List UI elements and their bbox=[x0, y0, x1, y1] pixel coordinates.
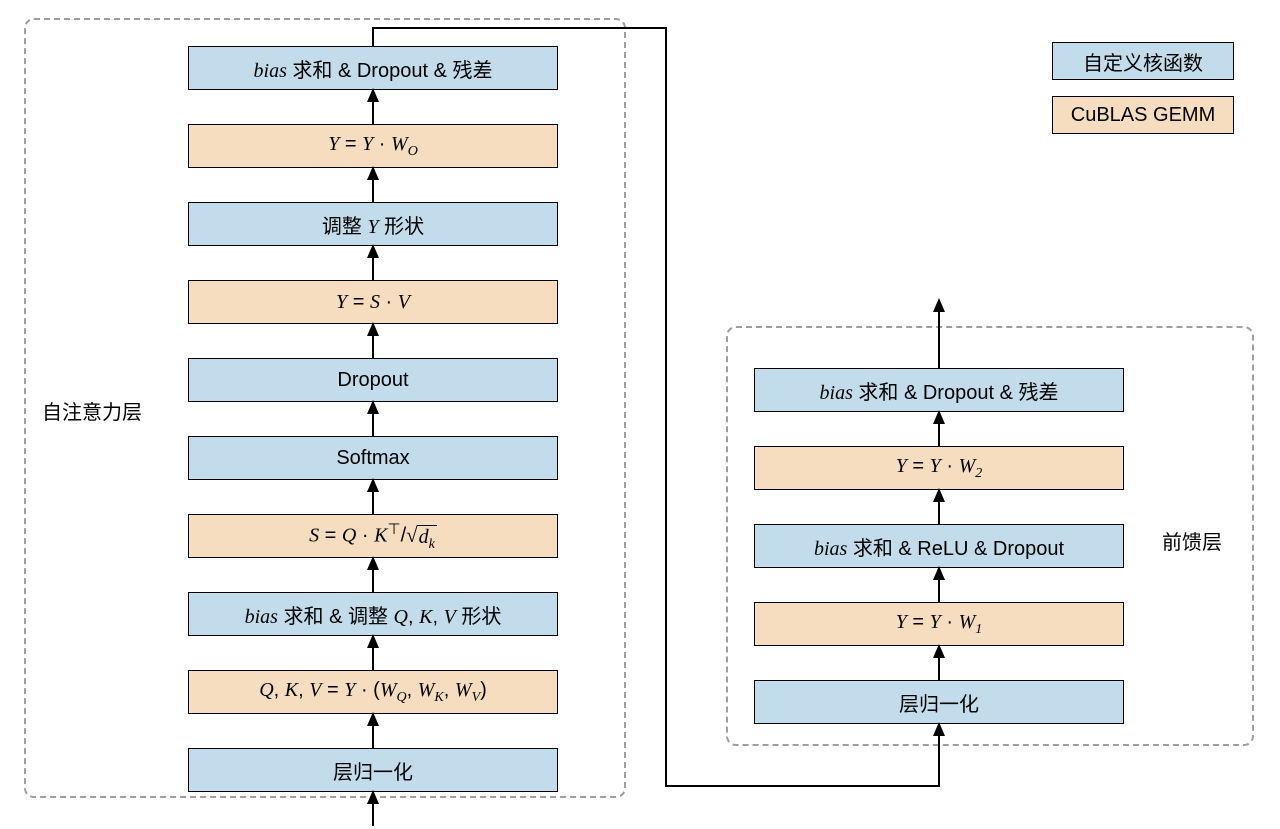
right-block-r1: Y = Y · W1 bbox=[754, 602, 1124, 646]
legend-label: CuBLAS GEMM bbox=[1071, 104, 1215, 127]
block-label: bias 求和 & Dropout & 残差 bbox=[820, 376, 1059, 405]
block-label: Y = S · V bbox=[336, 291, 410, 314]
block-label: Y = Y · W2 bbox=[896, 455, 983, 482]
block-label: Q, K, V = Y · (WQ, WK, WV) bbox=[259, 679, 487, 706]
block-label: Dropout bbox=[337, 369, 408, 392]
block-label: Y = Y · W1 bbox=[896, 611, 983, 638]
legend-custom: 自定义核函数 bbox=[1052, 42, 1234, 80]
right-block-r3: Y = Y · W2 bbox=[754, 446, 1124, 490]
block-label: 层归一化 bbox=[899, 688, 979, 717]
right-block-r4: bias 求和 & Dropout & 残差 bbox=[754, 368, 1124, 412]
diagram-canvas: 自注意力层前馈层 自定义核函数 CuBLAS GEMM 层归一化 Q, K, V = Y… bbox=[0, 0, 1280, 829]
block-label: 层归一化 bbox=[333, 756, 413, 785]
self-attention-label: 自注意力层 bbox=[42, 396, 142, 425]
block-label: bias 求和 & Dropout & 残差 bbox=[254, 54, 493, 83]
left-block-l3: S = Q · K⊤/√dk bbox=[188, 514, 558, 558]
left-block-l8: Y = Y · WO bbox=[188, 124, 558, 168]
block-label: S = Q · K⊤/√dk bbox=[309, 520, 437, 552]
block-label: bias 求和 & ReLU & Dropout bbox=[814, 532, 1064, 561]
legend-cublas: CuBLAS GEMM bbox=[1052, 96, 1234, 134]
left-block-l1: Q, K, V = Y · (WQ, WK, WV) bbox=[188, 670, 558, 714]
left-block-l5: Dropout bbox=[188, 358, 558, 402]
legend-label: 自定义核函数 bbox=[1083, 47, 1203, 76]
left-block-l0: 层归一化 bbox=[188, 748, 558, 792]
block-label: Y = Y · WO bbox=[328, 133, 418, 160]
left-block-l4: Softmax bbox=[188, 436, 558, 480]
block-label: 调整 Y 形状 bbox=[322, 210, 424, 239]
left-block-l7: 调整 Y 形状 bbox=[188, 202, 558, 246]
left-block-l9: bias 求和 & Dropout & 残差 bbox=[188, 46, 558, 90]
feedforward-label: 前馈层 bbox=[1162, 526, 1222, 555]
right-block-r2: bias 求和 & ReLU & Dropout bbox=[754, 524, 1124, 568]
block-label: Softmax bbox=[336, 447, 409, 470]
right-block-r0: 层归一化 bbox=[754, 680, 1124, 724]
left-block-l6: Y = S · V bbox=[188, 280, 558, 324]
left-block-l2: bias 求和 & 调整 Q, K, V 形状 bbox=[188, 592, 558, 636]
block-label: bias 求和 & 调整 Q, K, V 形状 bbox=[245, 600, 502, 629]
